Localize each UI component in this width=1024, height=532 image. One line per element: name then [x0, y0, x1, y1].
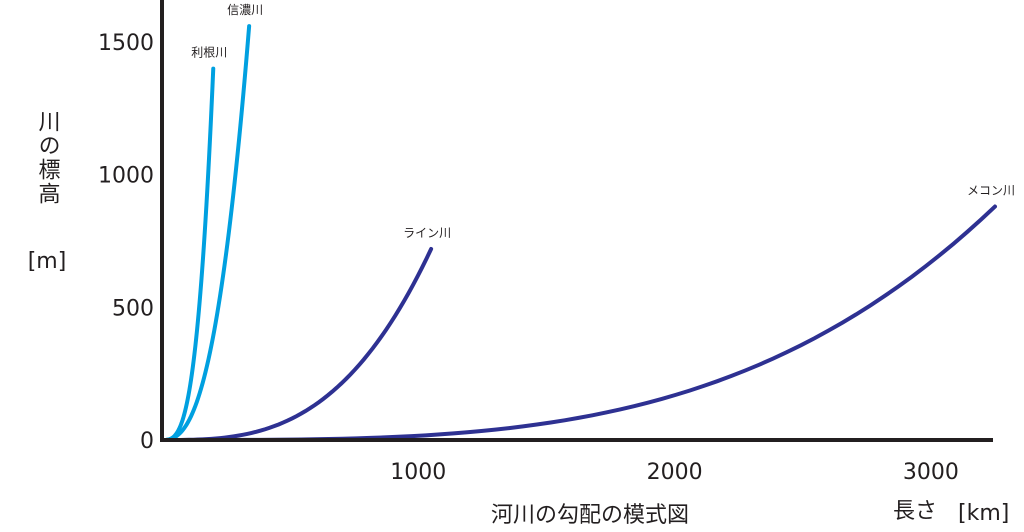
- series-line-1: [160, 66, 216, 442]
- y-tick-label-1500: 1500: [98, 31, 154, 56]
- y-tick-label-500: 500: [112, 296, 154, 321]
- x-tick-labels: 1000 2000 3000: [390, 460, 959, 485]
- y-tick-labels: 0 500 1000 1500: [98, 31, 154, 454]
- y-axis-unit: [m]: [28, 249, 67, 274]
- y-axis-title: 川の標高 [m]: [28, 110, 67, 274]
- x-tick-label-3000: 3000: [903, 460, 959, 485]
- y-axis-label: 川の標高: [35, 110, 61, 206]
- series-label-4: メコン川: [967, 184, 1015, 198]
- x-tick-label-2000: 2000: [647, 460, 703, 485]
- y-tick-label-0: 0: [140, 429, 154, 454]
- x-axis-title: 長さ [km]: [893, 499, 1009, 526]
- chart-title: 河川の勾配の模式図: [491, 503, 689, 528]
- series-line-4: [160, 204, 997, 442]
- series-label-3: ライン川: [403, 226, 451, 240]
- series-label-1: 利根川: [191, 46, 227, 60]
- x-axis-unit: [km]: [958, 501, 1009, 526]
- series-line-2: [160, 24, 252, 442]
- x-axis-label: 長さ: [893, 499, 937, 524]
- x-tick-label-1000: 1000: [390, 460, 446, 485]
- curves: [160, 24, 997, 442]
- series-label-2: 信濃川: [227, 3, 263, 17]
- y-tick-label-1000: 1000: [98, 164, 154, 189]
